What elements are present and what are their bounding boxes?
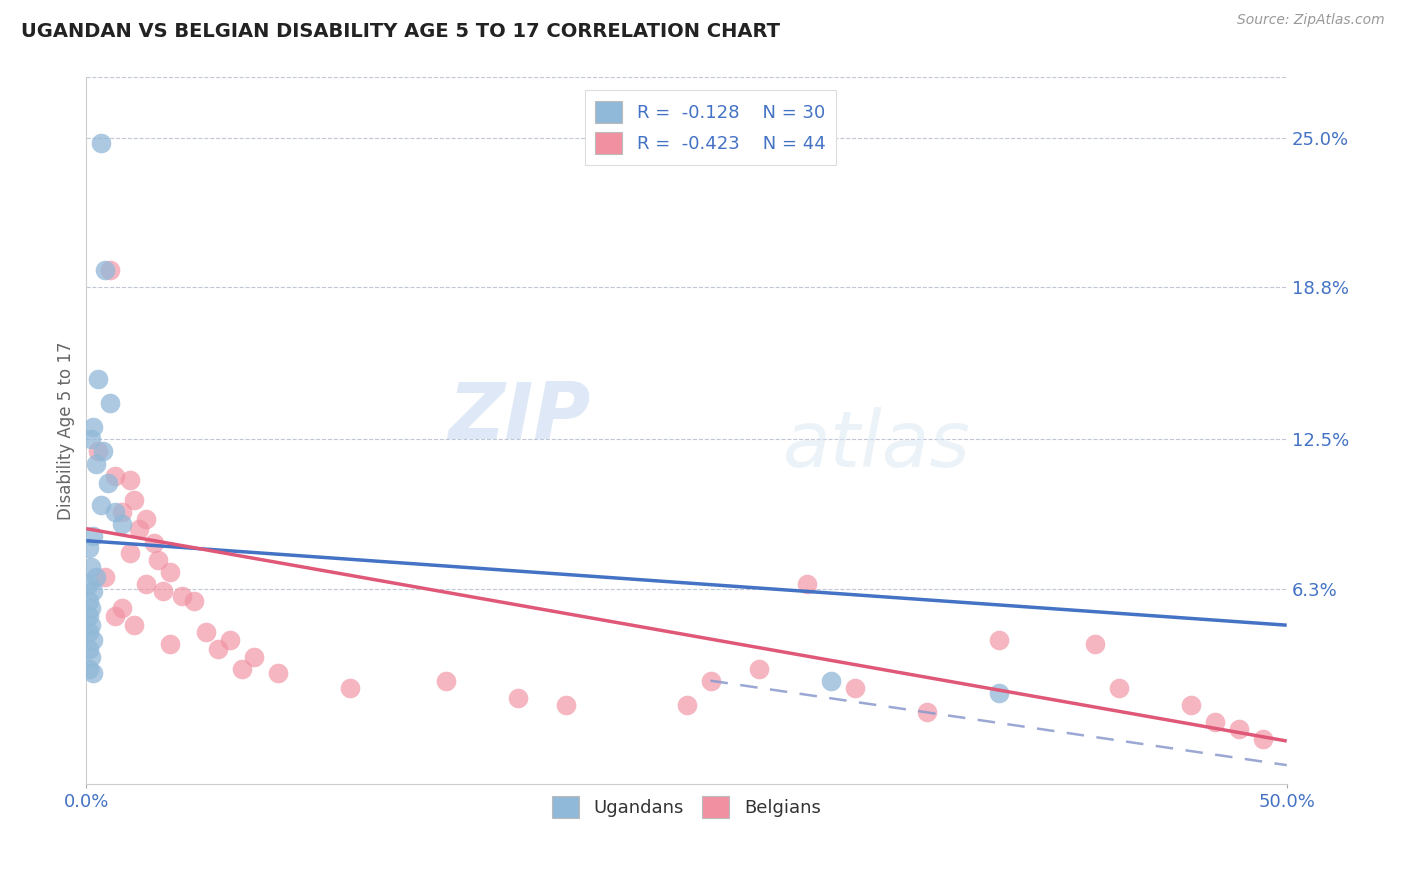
Point xyxy=(555,698,578,712)
Point xyxy=(84,570,107,584)
Point xyxy=(172,589,194,603)
Point xyxy=(1108,681,1130,695)
Point xyxy=(135,577,157,591)
Point xyxy=(207,642,229,657)
Point xyxy=(104,505,127,519)
Point xyxy=(135,512,157,526)
Point xyxy=(128,522,150,536)
Point xyxy=(77,541,100,555)
Point xyxy=(87,444,110,458)
Point xyxy=(97,475,120,490)
Legend: Ugandans, Belgians: Ugandans, Belgians xyxy=(546,789,828,825)
Point xyxy=(77,625,100,640)
Point xyxy=(80,618,103,632)
Point xyxy=(111,516,134,531)
Point xyxy=(152,584,174,599)
Point xyxy=(1251,731,1274,746)
Point xyxy=(243,649,266,664)
Point xyxy=(87,372,110,386)
Point xyxy=(1084,638,1107,652)
Point xyxy=(142,536,165,550)
Point xyxy=(82,666,104,681)
Point xyxy=(436,673,458,688)
Point xyxy=(219,632,242,647)
Point xyxy=(77,577,100,591)
Point xyxy=(159,565,181,579)
Point xyxy=(91,444,114,458)
Point xyxy=(231,662,253,676)
Point xyxy=(82,529,104,543)
Point xyxy=(80,560,103,574)
Point xyxy=(124,492,146,507)
Point xyxy=(675,698,697,712)
Point xyxy=(77,662,100,676)
Y-axis label: Disability Age 5 to 17: Disability Age 5 to 17 xyxy=(58,342,75,520)
Point xyxy=(796,577,818,591)
Point xyxy=(82,420,104,434)
Point xyxy=(80,433,103,447)
Text: atlas: atlas xyxy=(783,407,970,483)
Point xyxy=(699,673,721,688)
Point xyxy=(90,136,112,150)
Point xyxy=(820,673,842,688)
Point xyxy=(90,498,112,512)
Point xyxy=(104,468,127,483)
Point xyxy=(267,666,290,681)
Point xyxy=(124,618,146,632)
Point xyxy=(339,681,361,695)
Point xyxy=(118,474,141,488)
Point xyxy=(82,632,104,647)
Point xyxy=(1204,714,1226,729)
Point xyxy=(148,553,170,567)
Point xyxy=(987,632,1010,647)
Point xyxy=(747,662,769,676)
Point xyxy=(159,638,181,652)
Text: ZIP: ZIP xyxy=(449,379,591,455)
Point xyxy=(82,584,104,599)
Point xyxy=(111,505,134,519)
Point xyxy=(118,546,141,560)
Point xyxy=(1180,698,1202,712)
Point xyxy=(80,601,103,615)
Point xyxy=(987,686,1010,700)
Point xyxy=(77,608,100,623)
Point xyxy=(915,705,938,719)
Point xyxy=(104,608,127,623)
Point xyxy=(94,263,117,277)
Point xyxy=(183,594,205,608)
Point xyxy=(111,601,134,615)
Text: UGANDAN VS BELGIAN DISABILITY AGE 5 TO 17 CORRELATION CHART: UGANDAN VS BELGIAN DISABILITY AGE 5 TO 1… xyxy=(21,22,780,41)
Point xyxy=(1227,722,1250,736)
Point xyxy=(80,649,103,664)
Point xyxy=(508,690,530,705)
Point xyxy=(94,570,117,584)
Point xyxy=(195,625,218,640)
Point xyxy=(98,263,121,277)
Point xyxy=(84,457,107,471)
Point xyxy=(98,396,121,410)
Point xyxy=(844,681,866,695)
Text: Source: ZipAtlas.com: Source: ZipAtlas.com xyxy=(1237,13,1385,28)
Point xyxy=(77,594,100,608)
Point xyxy=(77,642,100,657)
